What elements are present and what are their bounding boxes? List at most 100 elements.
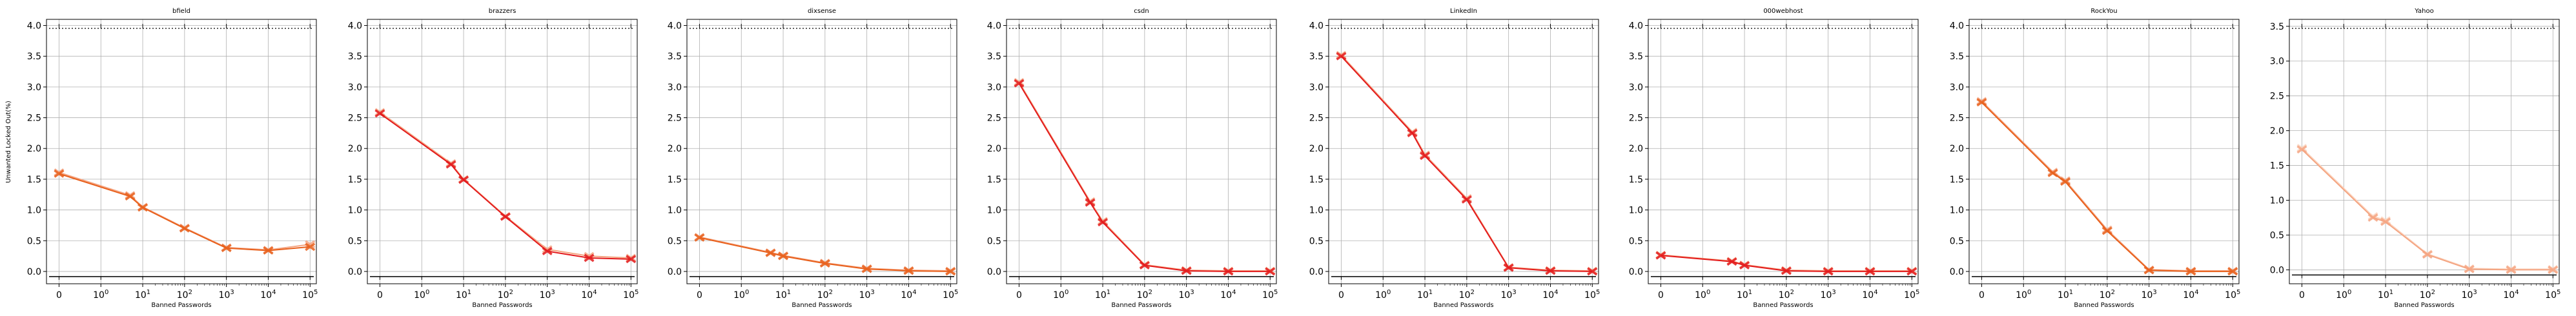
x-tick-label: 104	[260, 289, 276, 301]
axes-frame	[367, 19, 638, 284]
y-tick-label: 3.5	[1309, 52, 1324, 62]
x-tick-label: 0	[377, 290, 383, 301]
data-point	[125, 192, 136, 201]
y-tick-label: 0.0	[2270, 265, 2284, 275]
y-tick-label: 2.5	[2270, 92, 2284, 102]
y-tick-label: 1.5	[2270, 161, 2284, 172]
x-tick-label: 105	[2545, 289, 2561, 301]
data-point	[1823, 267, 1834, 276]
subplot-5: LinkedIn 0.0 0.5 1.0 1.5 2.0 2.5 3.0 3.5 4.0 0 100 1…	[1309, 8, 1600, 309]
x-tick-label: 102	[498, 289, 513, 301]
y-tick-label: 3.5	[987, 52, 1001, 62]
y-tick-label: 1.0	[987, 206, 1001, 216]
y-tick-label: 3.5	[2270, 22, 2284, 32]
x-tick-label: 102	[817, 289, 833, 301]
y-tick-label: 2.5	[987, 114, 1001, 124]
data-point	[2185, 267, 2196, 276]
x-tick-label: 0	[1979, 290, 1985, 301]
data-point	[374, 109, 385, 118]
y-tick-label: 3.5	[27, 52, 41, 62]
x-tick-label: 102	[1137, 289, 1152, 301]
data-point	[2548, 265, 2559, 274]
y-tick-label: 0.5	[987, 236, 1001, 246]
data-point	[1503, 263, 1514, 272]
y-tick-label: 0.0	[1950, 267, 1964, 277]
y-tick-label: 3.0	[1309, 83, 1324, 93]
y-tick-label: 4.0	[668, 21, 682, 32]
subplot-title: LinkedIn	[1450, 8, 1477, 15]
y-tick-label: 2.0	[987, 144, 1001, 154]
subplot-title: brazzers	[489, 8, 516, 15]
axes-frame	[2289, 19, 2560, 284]
x-tick-label: 101	[2378, 289, 2393, 301]
subplot-title: 000webhost	[1763, 8, 1803, 15]
axes-frame	[1648, 19, 1919, 284]
x-tick-label: 0	[1338, 290, 1344, 301]
subplot-title: bfield	[172, 8, 190, 15]
y-tick-label: 1.5	[27, 175, 41, 185]
x-tick-label: 100	[1695, 289, 1710, 301]
data-point	[626, 255, 637, 264]
data-point	[2506, 265, 2517, 274]
axes-frame	[1968, 19, 2240, 284]
data-point	[263, 246, 274, 255]
y-tick-label: 1.0	[668, 206, 682, 216]
data-point	[1461, 195, 1472, 204]
y-tick-label: 0.0	[348, 267, 362, 277]
data-point	[2227, 267, 2238, 276]
x-axis-label: Banned Passwords	[1111, 302, 1171, 309]
x-tick-label: 104	[1542, 289, 1558, 301]
y-tick-label: 1.5	[668, 175, 682, 185]
y-tick-label: 2.0	[668, 144, 682, 154]
y-tick-label: 2.0	[1950, 144, 1964, 154]
y-tick-label: 4.0	[1950, 21, 1964, 32]
y-tick-label: 0.5	[1629, 236, 1643, 246]
y-tick-label: 2.5	[1309, 114, 1324, 124]
subplot-title: csdn	[1134, 8, 1149, 15]
x-axis-label: Banned Passwords	[2074, 302, 2134, 309]
subplot-4: csdn 0.0 0.5 1.0 1.5 2.0 2.5 3.0 3.5 4.0 0 100 101 10…	[987, 8, 1278, 309]
data-point	[1726, 257, 1737, 266]
y-tick-label: 3.0	[1629, 83, 1643, 93]
data-point	[2060, 177, 2071, 186]
data-point	[903, 266, 914, 275]
data-point	[221, 244, 232, 253]
x-tick-label: 100	[733, 289, 749, 301]
x-tick-label: 104	[581, 289, 597, 301]
y-tick-label: 1.0	[2270, 196, 2284, 206]
y-tick-label: 1.5	[1629, 175, 1643, 185]
subplot-6: 000webhost 0.0 0.5 1.0 1.5 2.0 2.5 3.0 3.5 4.0 0 10…	[1629, 8, 1920, 309]
data-point	[1014, 79, 1025, 88]
data-point	[1739, 261, 1750, 270]
data-point	[1906, 267, 1917, 276]
x-tick-label: 104	[2503, 289, 2519, 301]
x-tick-label: 104	[1862, 289, 1877, 301]
data-point	[2464, 264, 2475, 273]
y-tick-label: 0.5	[27, 236, 41, 246]
axes-frame	[686, 19, 957, 284]
subplot-2: brazzers 0.0 0.5 1.0 1.5 2.0 2.5 3.0 3.5 4.0 0 100 1…	[348, 8, 639, 309]
x-tick-label: 105	[1584, 289, 1600, 301]
data-point	[2380, 217, 2391, 226]
y-tick-label: 0.0	[27, 267, 41, 277]
y-tick-label: 2.5	[27, 114, 41, 124]
data-point	[1223, 267, 1234, 276]
data-point	[1098, 218, 1109, 227]
x-tick-label: 105	[623, 289, 639, 301]
data-point	[778, 252, 789, 261]
y-tick-label: 1.5	[348, 175, 362, 185]
x-tick-label: 100	[1375, 289, 1391, 301]
x-tick-label: 105	[1262, 289, 1278, 301]
data-point	[542, 247, 553, 255]
data-point	[2422, 250, 2433, 259]
data-point	[1265, 267, 1276, 276]
y-tick-label: 3.0	[348, 83, 362, 93]
x-tick-label: 101	[1737, 289, 1752, 301]
x-tick-label: 104	[2183, 289, 2198, 301]
y-tick-label: 0.5	[668, 236, 682, 246]
data-point	[861, 264, 872, 273]
x-tick-label: 105	[1904, 289, 1919, 301]
y-tick-label: 3.0	[668, 83, 682, 93]
x-tick-label: 105	[302, 289, 318, 301]
